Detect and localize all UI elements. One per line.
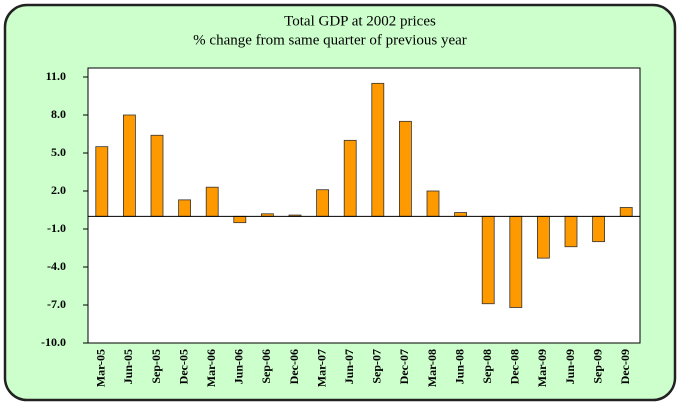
bar [619,207,633,217]
bar [233,215,247,224]
bar [537,215,550,259]
chart-subtitle: % change from same quarter of previous y… [193,32,467,48]
x-tick-label: Mar-06 [204,349,218,387]
y-tick-label: -4.0 [47,259,66,273]
x-tick-label: Dec-07 [397,349,411,384]
bar [205,186,219,217]
bar [316,189,330,217]
x-tick-label: Mar-07 [314,349,328,387]
x-tick-label: Dec-08 [508,349,522,384]
x-tick-label: Sep-07 [370,349,384,384]
y-tick-label: 8.0 [51,107,66,121]
x-tick-label: Mar-09 [535,349,549,387]
y-tick-label: -10.0 [41,335,66,349]
y-tick-label: 11.0 [46,69,66,83]
plot-area [87,67,641,344]
y-tick-label: -7.0 [47,297,66,311]
bar [150,134,164,217]
bar [426,190,440,217]
x-tick-label: Jun-05 [121,349,135,384]
bar [371,82,385,217]
x-tick-label: Sep-09 [590,349,604,384]
bar [178,199,192,217]
x-tick-label: Mar-08 [425,349,439,387]
bar [509,215,523,308]
y-tick-label: 5.0 [51,145,66,159]
x-tick-label: Dec-09 [618,349,632,384]
bar [343,139,357,217]
bar [123,114,136,217]
y-tick-label: -1.0 [47,221,66,235]
bar [454,212,468,217]
bar [564,215,578,248]
x-tick-label: Sep-05 [149,349,163,384]
x-tick-label: Sep-08 [480,349,494,384]
x-tick-label: Jun-08 [452,349,466,384]
x-tick-label: Mar-05 [94,349,108,387]
chart-title: Total GDP at 2002 prices [284,13,436,29]
bar [398,120,412,217]
y-tick-label: 2.0 [51,183,66,197]
bar [481,215,495,305]
x-tick-label: Sep-06 [259,349,273,384]
x-tick-label: Dec-06 [287,349,301,384]
bar [592,215,605,243]
x-tick-label: Dec-05 [176,349,190,384]
x-tick-label: Jun-06 [232,349,246,384]
x-tick-label: Jun-09 [563,349,577,384]
bar [95,146,109,217]
x-tick-label: Jun-07 [342,349,356,384]
